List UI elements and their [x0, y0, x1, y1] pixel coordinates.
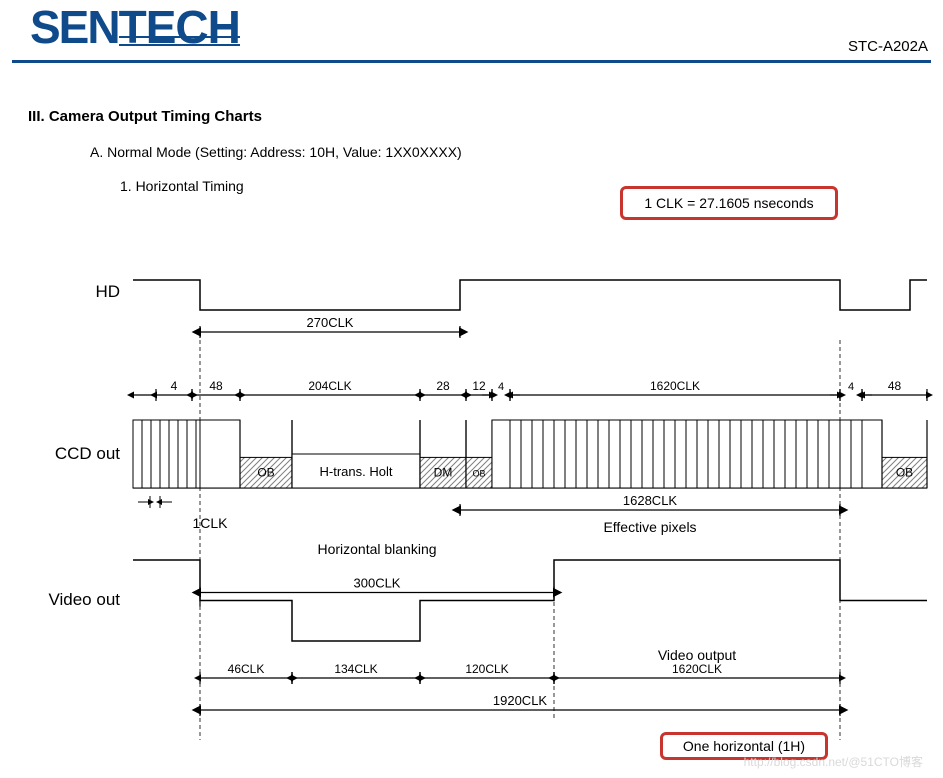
svg-text:Video output: Video output [658, 647, 736, 663]
watermark: http://blog.csdn.net/@51CTO博客 [744, 753, 923, 770]
one-horizontal-text: One horizontal (1H) [683, 738, 805, 754]
svg-text:1CLK: 1CLK [192, 515, 228, 531]
svg-text:4: 4 [498, 381, 504, 393]
svg-text:OB: OB [257, 466, 274, 480]
svg-text:4: 4 [848, 381, 854, 393]
svg-text:204CLK: 204CLK [308, 379, 351, 393]
svg-text:48: 48 [888, 379, 902, 393]
svg-text:270CLK: 270CLK [307, 315, 354, 330]
svg-text:28: 28 [436, 379, 450, 393]
svg-text:Effective pixels: Effective pixels [603, 519, 696, 535]
svg-text:300CLK: 300CLK [354, 576, 401, 591]
svg-text:46CLK: 46CLK [228, 662, 265, 676]
svg-text:1920CLK: 1920CLK [493, 693, 548, 708]
svg-text:120CLK: 120CLK [465, 662, 508, 676]
svg-text:DM: DM [434, 466, 453, 480]
svg-text:1620CLK: 1620CLK [672, 662, 722, 676]
timing-diagram: 270CLK 4 48 204CLK 28 12 4 1620CLK 4 48 OB H-trans.… [0, 0, 943, 778]
svg-text:12: 12 [472, 379, 486, 393]
svg-text:OB: OB [896, 466, 913, 480]
svg-text:Horizontal blanking: Horizontal blanking [317, 541, 436, 557]
svg-text:1620CLK: 1620CLK [650, 379, 700, 393]
svg-text:134CLK: 134CLK [334, 662, 377, 676]
svg-text:OB: OB [472, 469, 485, 479]
svg-text:48: 48 [209, 379, 223, 393]
svg-text:4: 4 [171, 379, 178, 393]
svg-text:H-trans. Holt: H-trans. Holt [320, 464, 393, 479]
svg-text:1628CLK: 1628CLK [623, 493, 678, 508]
